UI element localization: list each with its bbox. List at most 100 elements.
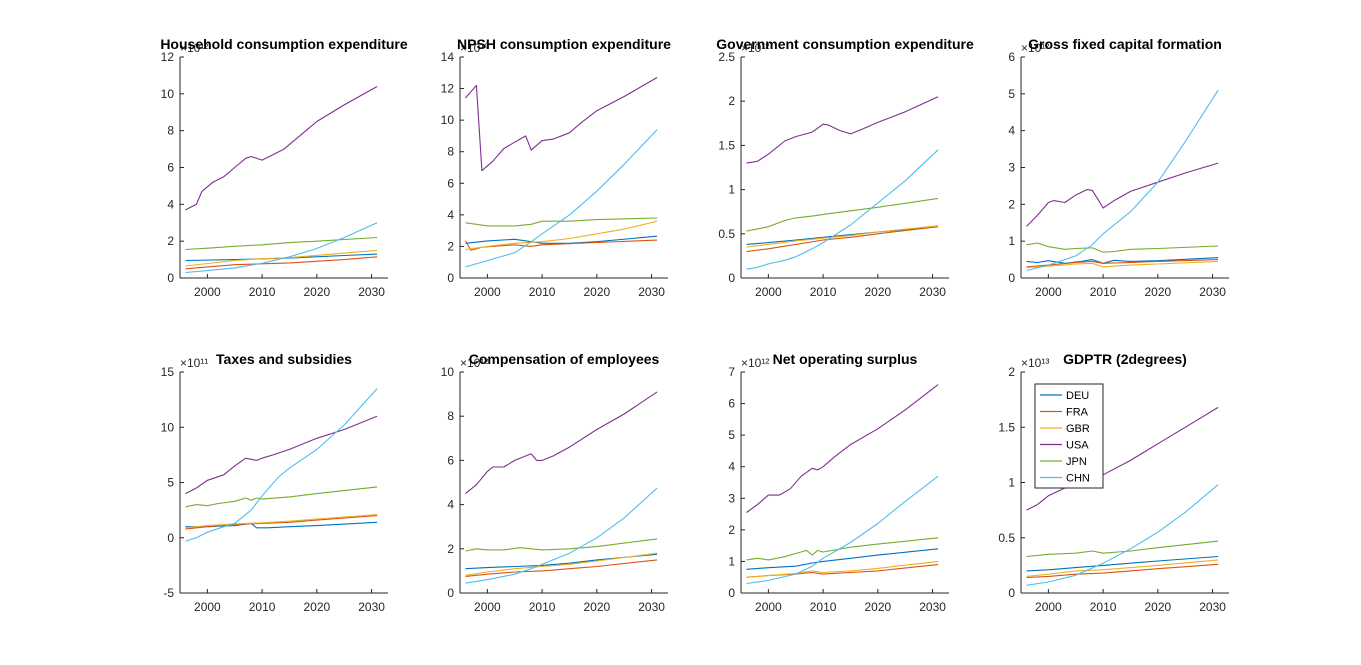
y-tick-label: 5 bbox=[1008, 87, 1015, 101]
series-line-jpn bbox=[746, 197, 939, 232]
series-line-gbr bbox=[465, 220, 658, 251]
y-tick-label: 6 bbox=[167, 161, 174, 175]
y-tick-label: 5 bbox=[728, 428, 735, 442]
legend-label-deu: DEU bbox=[1066, 390, 1089, 402]
y-tick-label: 10 bbox=[161, 87, 175, 101]
y-tick-label: 10 bbox=[441, 365, 455, 379]
y-tick-label: 8 bbox=[447, 145, 454, 159]
y-tick-label: 2 bbox=[728, 94, 735, 108]
legend-label-usa: USA bbox=[1066, 440, 1089, 452]
x-tick-label: 2020 bbox=[303, 285, 330, 299]
series-line-jpn bbox=[746, 537, 939, 561]
x-tick-label: 2000 bbox=[755, 285, 782, 299]
series-line-fra bbox=[465, 239, 658, 251]
x-tick-label: 2010 bbox=[529, 285, 556, 299]
x-tick-label: 2000 bbox=[474, 285, 501, 299]
x-tick-label: 2030 bbox=[1199, 285, 1226, 299]
y-tick-label: 2 bbox=[447, 542, 454, 556]
x-tick-label: 2030 bbox=[919, 600, 946, 614]
y-tick-label: 0 bbox=[728, 586, 735, 600]
x-tick-label: 2000 bbox=[194, 285, 221, 299]
y-tick-label: 12 bbox=[161, 50, 175, 64]
x-tick-label: 2030 bbox=[919, 285, 946, 299]
series-line-jpn bbox=[1026, 540, 1219, 558]
y-axis-exponent: ×10¹² bbox=[741, 356, 769, 370]
chart-title: Compensation of employees bbox=[469, 351, 660, 367]
y-tick-label: 4 bbox=[447, 498, 454, 512]
x-tick-label: 2010 bbox=[249, 285, 276, 299]
x-tick-label: 2030 bbox=[358, 600, 385, 614]
y-tick-label: 0 bbox=[728, 271, 735, 285]
y-tick-label: 2 bbox=[1008, 197, 1015, 211]
chart-panel-8: 0 0.5 1 1.5 2 2000 2010 2020 2030 ×10¹³ GDPTR (2de… bbox=[998, 351, 1229, 614]
x-tick-label: 2020 bbox=[583, 600, 610, 614]
legend: DEU FRA GBR USA JPN CHN bbox=[1034, 383, 1104, 489]
series-line-gbr bbox=[746, 225, 939, 248]
series-line-usa bbox=[185, 415, 378, 495]
x-tick-label: 2000 bbox=[194, 600, 221, 614]
y-tick-label: 2 bbox=[167, 234, 174, 248]
series-line-fra bbox=[185, 256, 378, 270]
y-axis-exponent: ×10¹² bbox=[460, 356, 488, 370]
y-tick-label: 12 bbox=[441, 82, 455, 96]
y-tick-label: 1 bbox=[1008, 234, 1015, 248]
chart-panel-7: 0 1 2 3 4 5 6 7 2000 2010 2020 2030 ×10¹² Net operati… bbox=[728, 351, 949, 614]
y-axis-exponent: ×10¹² bbox=[1021, 41, 1049, 55]
series-line-chn bbox=[185, 222, 378, 274]
y-tick-label: 2 bbox=[1008, 365, 1015, 379]
y-tick-label: 0.5 bbox=[718, 227, 735, 241]
series-line-chn bbox=[746, 149, 939, 270]
x-tick-label: 2030 bbox=[638, 285, 665, 299]
y-axis-exponent: ×10¹¹ bbox=[180, 356, 208, 370]
chart-title: Gross fixed capital formation bbox=[1028, 36, 1222, 52]
y-tick-label: 4 bbox=[447, 208, 454, 222]
series-line-fra bbox=[185, 515, 378, 530]
x-tick-label: 2030 bbox=[358, 285, 385, 299]
series-line-chn bbox=[465, 129, 658, 268]
y-tick-label: 10 bbox=[441, 113, 455, 127]
x-tick-label: 2020 bbox=[1144, 600, 1171, 614]
chart-title: Taxes and subsidies bbox=[216, 351, 352, 367]
series-line-gbr bbox=[185, 513, 378, 529]
series-line-usa bbox=[746, 384, 939, 513]
y-tick-label: 0 bbox=[167, 271, 174, 285]
x-tick-label: 2010 bbox=[1090, 285, 1117, 299]
x-tick-label: 2010 bbox=[249, 600, 276, 614]
chart-title: Net operating surplus bbox=[773, 351, 918, 367]
series-line-chn bbox=[465, 487, 658, 584]
chart-panel-5: -5 0 5 10 15 2000 2010 2020 2030 ×10¹¹ Taxes and s… bbox=[161, 351, 388, 614]
y-tick-label: 3 bbox=[1008, 161, 1015, 175]
series-line-chn bbox=[1026, 89, 1219, 272]
y-tick-label: 3 bbox=[728, 491, 735, 505]
series-line-jpn bbox=[1026, 242, 1219, 253]
y-tick-label: 0 bbox=[1008, 586, 1015, 600]
series-line-chn bbox=[1026, 484, 1219, 586]
legend-box bbox=[1034, 383, 1104, 489]
chart-panel-1: 0 2 4 6 8 10 12 2000 2010 2020 2030 ×10¹²Household … bbox=[160, 36, 408, 299]
y-tick-label: 14 bbox=[441, 50, 455, 64]
y-tick-label: 2.5 bbox=[718, 50, 735, 64]
series-line-usa bbox=[185, 86, 378, 211]
x-tick-label: 2010 bbox=[1090, 600, 1117, 614]
x-tick-label: 2010 bbox=[810, 285, 837, 299]
series-line-fra bbox=[746, 226, 939, 253]
series-line-gbr bbox=[746, 560, 939, 578]
y-tick-label: 0 bbox=[447, 586, 454, 600]
x-tick-label: 2000 bbox=[1035, 600, 1062, 614]
y-axis-exponent: ×10¹² bbox=[180, 41, 208, 55]
x-tick-label: 2030 bbox=[638, 600, 665, 614]
y-tick-label: 6 bbox=[447, 453, 454, 467]
y-tick-label: 0.5 bbox=[998, 531, 1015, 545]
series-line-chn bbox=[185, 388, 378, 542]
y-tick-label: 15 bbox=[161, 365, 175, 379]
y-tick-label: 8 bbox=[167, 124, 174, 138]
series-line-jpn bbox=[185, 236, 378, 251]
y-tick-label: 1 bbox=[1008, 476, 1015, 490]
x-tick-label: 2000 bbox=[1035, 285, 1062, 299]
y-tick-label: 1 bbox=[728, 554, 735, 568]
x-tick-label: 2010 bbox=[529, 600, 556, 614]
